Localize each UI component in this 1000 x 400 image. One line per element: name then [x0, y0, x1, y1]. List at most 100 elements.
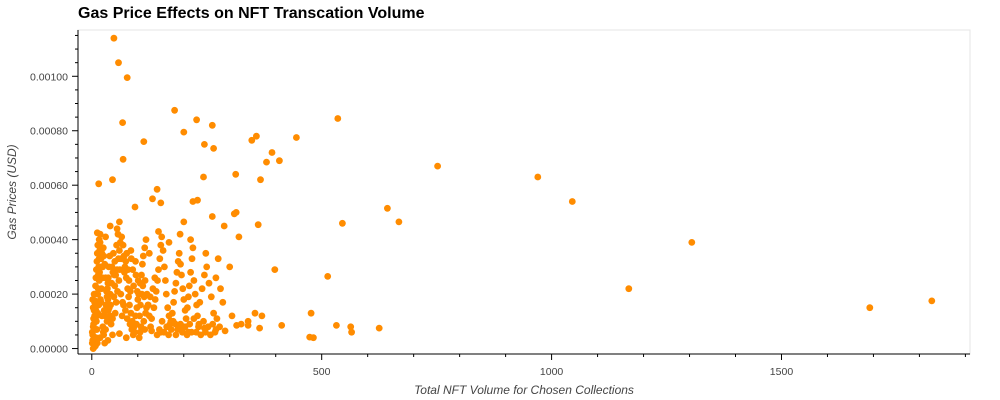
data-point [257, 176, 264, 184]
data-point [138, 271, 145, 279]
data-point [125, 293, 132, 301]
data-point [208, 213, 216, 220]
data-point [92, 334, 100, 342]
data-point [93, 229, 101, 237]
x-axis-label: Total NFT Volume for Chosen Collections [414, 383, 634, 397]
data-point [216, 323, 224, 331]
data-point [113, 225, 121, 233]
data-point [193, 116, 201, 124]
data-point [185, 282, 193, 290]
data-point [115, 277, 123, 284]
data-point [150, 304, 158, 312]
data-point [162, 290, 170, 298]
data-point [129, 266, 137, 273]
data-point [170, 298, 178, 306]
data-point [109, 176, 116, 184]
y-axis-ticks: 0.00000 0.00020 0.00040 0.00060 0.00080 0.001… [30, 34, 78, 356]
data-point [207, 293, 215, 301]
data-point [254, 221, 262, 229]
data-point [184, 304, 191, 312]
data-point [169, 317, 177, 325]
data-point [185, 293, 192, 301]
data-point [123, 249, 131, 257]
data-point [191, 290, 199, 298]
data-point [110, 271, 118, 279]
data-point [324, 273, 332, 280]
data-point [126, 320, 134, 328]
data-point [171, 106, 179, 114]
data-point [151, 274, 159, 282]
data-point [395, 218, 403, 226]
data-point [93, 312, 101, 320]
data-point [205, 279, 213, 287]
data-point [92, 282, 99, 290]
data-point [190, 277, 198, 284]
data-point [688, 239, 696, 246]
data-point [97, 296, 104, 303]
data-point [96, 239, 104, 246]
data-point [202, 328, 209, 336]
data-point [123, 74, 131, 81]
data-point [149, 195, 156, 203]
data-point [148, 315, 156, 322]
data-point [136, 328, 144, 336]
data-point [101, 339, 109, 347]
data-point [143, 304, 150, 312]
data-point [103, 317, 111, 325]
data-point [171, 288, 179, 295]
data-point [141, 244, 149, 252]
data-point [201, 141, 208, 148]
data-point [109, 331, 116, 339]
data-point [140, 317, 148, 325]
data-point [213, 315, 221, 322]
data-point [384, 204, 391, 212]
data-point [104, 285, 111, 293]
data-point [307, 309, 315, 317]
data-point [157, 199, 165, 207]
data-point [200, 173, 207, 181]
data-point [167, 326, 175, 333]
data-point [268, 149, 276, 156]
data-point [293, 134, 300, 141]
data-point [113, 241, 120, 249]
data-point [219, 298, 227, 306]
data-point [122, 258, 130, 265]
data-point [157, 241, 165, 249]
data-point [212, 274, 220, 282]
data-point [99, 263, 107, 271]
data-point [140, 293, 148, 301]
data-point [114, 288, 121, 295]
data-point [248, 136, 256, 144]
data-point [111, 258, 119, 265]
data-point [244, 322, 252, 329]
data-point [203, 263, 211, 271]
data-point [271, 266, 279, 273]
data-point [375, 324, 383, 332]
data-point [127, 255, 135, 263]
data-point [134, 296, 142, 303]
data-point [153, 331, 161, 339]
data-point [334, 115, 342, 122]
data-point [137, 301, 144, 309]
data-point [176, 230, 184, 238]
data-point [228, 312, 236, 320]
y-tick-label: 0.00000 [30, 344, 68, 356]
data-point [333, 322, 340, 329]
data-point [209, 320, 217, 328]
data-point [119, 241, 127, 249]
y-tick-label: 0.00080 [30, 126, 68, 138]
data-point [137, 323, 145, 331]
data-point [158, 233, 166, 241]
data-point [94, 290, 102, 298]
data-point [256, 324, 263, 332]
x-tick-label: 1500 [770, 366, 794, 378]
data-point [179, 285, 187, 293]
x-tick-label: 0 [89, 366, 95, 378]
data-point [534, 173, 542, 181]
data-point [263, 158, 270, 166]
data-point [116, 247, 123, 254]
data-point [108, 279, 115, 287]
data-point [100, 307, 108, 314]
x-axis-ticks: 0 500 1000 1500 [89, 354, 966, 378]
